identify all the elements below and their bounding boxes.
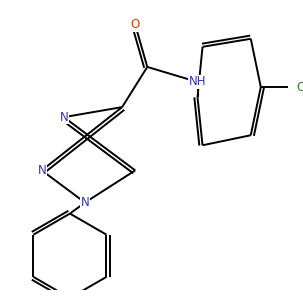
Text: N: N — [81, 196, 89, 209]
Text: Cl: Cl — [297, 80, 303, 94]
Text: N: N — [37, 164, 46, 177]
Text: O: O — [131, 18, 140, 31]
Text: N: N — [59, 111, 68, 124]
Text: NH: NH — [189, 76, 206, 88]
